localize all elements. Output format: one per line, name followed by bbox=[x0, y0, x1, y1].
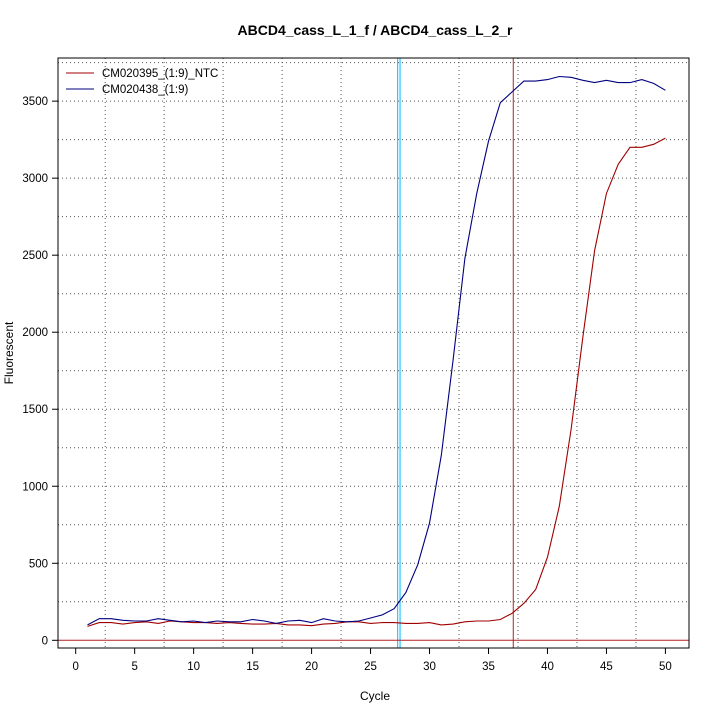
y-tick-label: 2000 bbox=[22, 327, 48, 339]
marker-lines bbox=[397, 58, 514, 648]
x-tick-label: 10 bbox=[187, 661, 200, 673]
grid bbox=[58, 58, 689, 648]
series-line-1 bbox=[87, 137, 666, 627]
x-tick-label: 15 bbox=[246, 661, 259, 673]
x-tick-label: 20 bbox=[305, 661, 318, 673]
x-tick-label: 45 bbox=[600, 661, 613, 673]
x-tick-label: 50 bbox=[659, 661, 672, 673]
series-line-2 bbox=[87, 75, 666, 626]
y-tick-label: 500 bbox=[29, 558, 48, 570]
chart-title: ABCD4_cass_L_1_f / ABCD4_cass_L_2_r bbox=[238, 22, 514, 38]
x-axis: 0 5 10 15 20 25 30 35 40 45 50 bbox=[72, 648, 672, 673]
x-tick-label: 0 bbox=[72, 661, 78, 673]
x-tick-label: 40 bbox=[541, 661, 554, 673]
legend-label: CM020395_(1:9)_NTC bbox=[102, 68, 218, 80]
y-tick-label: 1500 bbox=[22, 404, 48, 416]
y-axis: 0 500 1000 1500 2000 2500 3000 3500 bbox=[22, 96, 58, 647]
x-tick-label: 25 bbox=[364, 661, 377, 673]
x-tick-label: 35 bbox=[482, 661, 495, 673]
y-tick-label: 0 bbox=[42, 635, 48, 647]
y-tick-label: 2500 bbox=[22, 250, 48, 262]
legend-label: CM020438_(1:9) bbox=[102, 84, 188, 96]
series-group bbox=[87, 75, 666, 627]
x-tick-label: 30 bbox=[423, 661, 436, 673]
plot-frame bbox=[57, 57, 690, 649]
x-axis-label: Cycle bbox=[360, 689, 390, 703]
legend: CM020395_(1:9)_NTC CM020438_(1:9) bbox=[66, 68, 218, 96]
y-tick-label: 1000 bbox=[22, 481, 48, 493]
y-tick-label: 3500 bbox=[22, 96, 48, 108]
y-tick-label: 3000 bbox=[22, 173, 48, 185]
y-axis-label: Fluorescent bbox=[2, 321, 16, 384]
x-tick-label: 5 bbox=[131, 661, 137, 673]
